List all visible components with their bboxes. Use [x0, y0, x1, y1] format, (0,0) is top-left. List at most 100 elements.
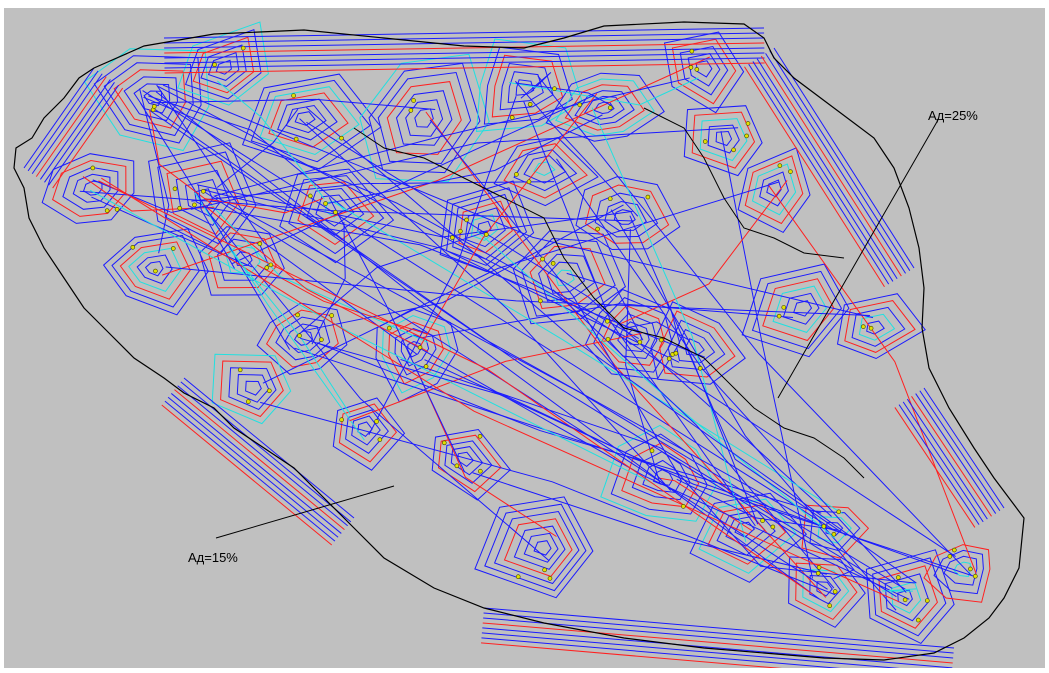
- leader-line-lower: [215, 485, 395, 539]
- contour-band: [164, 57, 765, 69]
- sample-point: [821, 524, 827, 529]
- contour-strand: [190, 127, 739, 210]
- contour-ring: [683, 105, 763, 177]
- contour-strand: [514, 80, 639, 217]
- sample-point: [130, 244, 136, 250]
- contour-strand: [328, 114, 603, 204]
- contour-band: [915, 393, 997, 514]
- contour-ring: [475, 38, 583, 132]
- contour-ring: [872, 557, 947, 637]
- contour-ring: [470, 213, 499, 241]
- contour-band: [894, 407, 976, 528]
- contour-strand: [148, 95, 347, 211]
- sample-point: [441, 440, 447, 446]
- contour-strand: [508, 77, 699, 106]
- sample-point: [777, 163, 783, 168]
- contour-band: [769, 50, 911, 271]
- contour-strand: [204, 189, 680, 363]
- contour-band: [482, 622, 953, 664]
- contour-ring: [332, 397, 406, 471]
- contour-ring: [184, 179, 222, 217]
- sample-point: [172, 186, 178, 192]
- contour-band: [752, 61, 894, 282]
- sample-point: [297, 333, 302, 338]
- contour-ring: [865, 549, 955, 645]
- sample-point: [458, 228, 463, 234]
- contour-band: [911, 396, 992, 517]
- contour-ring: [744, 155, 804, 225]
- contour-strand: [143, 96, 639, 339]
- contour-strand: [157, 86, 956, 557]
- contour-ring: [119, 241, 191, 300]
- contour-ring: [533, 540, 552, 556]
- contour-band: [744, 66, 885, 288]
- contour-band: [483, 612, 954, 654]
- contour-ring: [208, 232, 277, 289]
- contour-strand: [301, 230, 489, 333]
- sample-point: [816, 565, 822, 570]
- contour-ring: [671, 38, 737, 105]
- contour-ring: [698, 498, 797, 574]
- contour-band: [174, 389, 345, 530]
- contour-strand: [304, 204, 624, 331]
- contour-strand: [349, 332, 642, 422]
- contour-ring: [734, 521, 756, 538]
- contour-band: [919, 390, 1001, 512]
- contour-band: [177, 385, 348, 527]
- contour-strand: [203, 197, 324, 214]
- contour-band: [756, 58, 898, 280]
- contour-ring: [306, 187, 365, 236]
- sample-point: [478, 468, 483, 474]
- contour-band: [164, 52, 765, 64]
- contour-strand: [425, 111, 827, 598]
- contour-ring: [953, 561, 972, 578]
- sample-point: [550, 261, 556, 266]
- contour-ring: [555, 78, 655, 137]
- contour-strand: [217, 80, 325, 200]
- sample-point: [731, 147, 736, 153]
- contour-ring: [368, 62, 481, 174]
- sample-point: [323, 201, 328, 206]
- sample-point: [267, 388, 272, 394]
- sample-point: [915, 617, 921, 623]
- contour-strand: [306, 121, 832, 517]
- sample-point: [607, 196, 613, 202]
- contour-ring: [52, 159, 127, 217]
- contour-ring: [483, 46, 573, 125]
- contour-band: [31, 73, 103, 175]
- contour-ring: [381, 314, 452, 394]
- contour-band: [481, 632, 901, 668]
- contour-ring: [538, 253, 596, 302]
- sample-point: [697, 366, 703, 371]
- contour-ring: [82, 180, 103, 196]
- contour-strand: [420, 303, 794, 339]
- contour-ring: [762, 278, 835, 342]
- contour-band: [481, 637, 842, 668]
- contour-ring: [575, 176, 681, 251]
- sample-point: [307, 193, 313, 199]
- contour-strand: [151, 98, 436, 111]
- contour-band: [748, 63, 890, 285]
- sample-point: [968, 566, 973, 572]
- contour-strand: [306, 107, 917, 584]
- sample-point: [329, 313, 334, 318]
- sample-point: [868, 325, 874, 331]
- contour-ring: [512, 229, 627, 325]
- contour-ring: [594, 192, 659, 238]
- contour-ring: [659, 310, 736, 378]
- sample-point: [605, 318, 610, 324]
- sample-point: [815, 570, 821, 576]
- contour-ring: [836, 293, 926, 360]
- sample-point: [577, 102, 583, 108]
- sample-point: [744, 133, 749, 139]
- contour-strand: [610, 209, 897, 611]
- sample-point: [637, 339, 643, 345]
- contour-ring: [759, 171, 789, 207]
- contour-ring: [256, 302, 348, 375]
- sample-point: [454, 463, 460, 469]
- contour-ring: [351, 415, 381, 446]
- contour-ring: [493, 510, 580, 585]
- sample-point: [509, 115, 515, 120]
- contour-strand: [142, 90, 837, 532]
- contour-strand: [149, 109, 212, 205]
